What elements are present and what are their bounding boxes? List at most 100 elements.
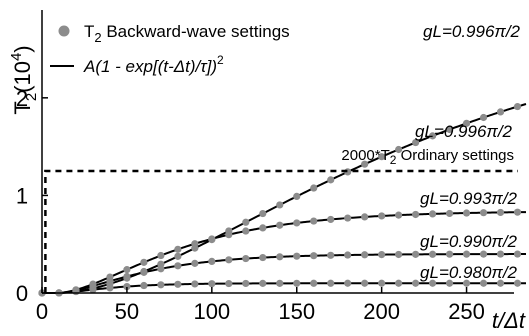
data-point xyxy=(361,251,369,259)
data-point xyxy=(310,184,318,192)
data-point xyxy=(106,277,114,285)
data-point xyxy=(479,250,488,258)
data-point xyxy=(412,279,420,287)
data-point xyxy=(242,279,250,288)
data-point xyxy=(310,279,318,287)
y-tick-label: 0 xyxy=(16,281,28,306)
data-point xyxy=(344,251,352,259)
data-point xyxy=(208,235,216,243)
data-point xyxy=(242,254,250,263)
data-point xyxy=(208,280,216,288)
data-point xyxy=(259,279,267,287)
data-point xyxy=(344,214,352,222)
legend-entry-fit: A(1 - exp[(t-Δt)/τ])2 xyxy=(83,53,224,76)
data-point xyxy=(378,279,386,287)
data-point xyxy=(157,281,165,289)
data-point xyxy=(479,113,488,122)
axis-ticks: 0 50 100 150 200 250 0 1 2 xyxy=(16,86,485,324)
data-point xyxy=(259,209,267,218)
data-point xyxy=(479,279,488,287)
data-point xyxy=(445,125,454,134)
data-point xyxy=(428,210,437,218)
data-point xyxy=(259,253,267,262)
data-point xyxy=(140,268,148,276)
data-point xyxy=(327,251,335,259)
data-point xyxy=(123,282,131,291)
legend-entry-points: T2 Backward-wave settings xyxy=(84,22,290,45)
data-point xyxy=(395,250,403,259)
legend: T2 Backward-wave settings A(1 - exp[(t-Δ… xyxy=(50,22,290,76)
data-point xyxy=(123,266,131,274)
data-point xyxy=(344,279,352,287)
data-point xyxy=(293,252,301,260)
data-point xyxy=(293,192,301,201)
data-point xyxy=(174,280,182,288)
data-point xyxy=(462,279,471,287)
data-point xyxy=(276,253,284,261)
data-point xyxy=(276,221,284,229)
fit-curve-3 xyxy=(42,282,526,294)
series-labels: gL=0.996π/2 gL=0.993π/2 gL=0.990π/2 gL=0… xyxy=(341,22,520,282)
data-point xyxy=(191,280,199,288)
ordinary-label: gL=0.996π/2 xyxy=(415,122,512,141)
data-point xyxy=(361,160,369,168)
data-point xyxy=(395,279,403,287)
data-point xyxy=(327,279,335,287)
data-point xyxy=(242,227,250,235)
data-point xyxy=(513,208,522,216)
data-point xyxy=(208,257,216,266)
data-point xyxy=(174,252,182,260)
data-point xyxy=(89,286,97,294)
data-point xyxy=(378,251,386,259)
data-point xyxy=(361,213,369,221)
series-label-0980: gL=0.980π/2 xyxy=(420,263,517,282)
data-point xyxy=(496,250,505,258)
data-point xyxy=(395,211,403,219)
data-point xyxy=(140,258,148,266)
data-point xyxy=(513,279,522,287)
data-point xyxy=(378,212,386,220)
y-axis-label: T2(104) xyxy=(8,45,40,114)
x-tick-label: 200 xyxy=(363,299,400,324)
series-label-0990: gL=0.990π/2 xyxy=(420,232,517,251)
data-point xyxy=(72,287,80,296)
data-point xyxy=(428,250,437,258)
data-point xyxy=(242,218,250,226)
data-point xyxy=(513,250,522,258)
data-point xyxy=(157,265,165,273)
data-point xyxy=(412,210,420,219)
data-point xyxy=(310,217,318,225)
data-point xyxy=(225,279,233,288)
data-point xyxy=(428,279,437,287)
data-point xyxy=(140,281,148,290)
data-point xyxy=(412,138,420,147)
y-tick-label: 2 xyxy=(16,86,28,111)
x-tick-label: 150 xyxy=(278,299,315,324)
data-point xyxy=(310,252,318,260)
y-tick-label: 1 xyxy=(16,183,28,208)
data-point xyxy=(293,279,301,287)
data-point xyxy=(225,231,233,239)
x-axis-label: t/Δt xyxy=(492,308,526,333)
x-tick-label: 50 xyxy=(115,299,139,324)
data-point xyxy=(276,201,284,209)
data-point xyxy=(293,219,301,227)
x-tick-label: 100 xyxy=(193,299,230,324)
fit-curve-2 xyxy=(42,253,526,294)
data-point xyxy=(259,224,267,232)
data-point xyxy=(496,108,505,116)
data-point xyxy=(513,102,522,111)
data-point xyxy=(462,119,471,127)
data-point xyxy=(174,245,182,253)
data-points xyxy=(38,102,522,297)
x-tick-label: 250 xyxy=(448,299,485,324)
ordinary-sublabel: 2000*T2 Ordinary settings xyxy=(341,147,514,167)
fit-curve-1 xyxy=(42,211,527,294)
data-point xyxy=(276,279,284,287)
data-point xyxy=(123,272,131,281)
data-point xyxy=(445,250,454,258)
legend-dot-marker xyxy=(58,25,70,37)
data-point xyxy=(106,284,114,292)
